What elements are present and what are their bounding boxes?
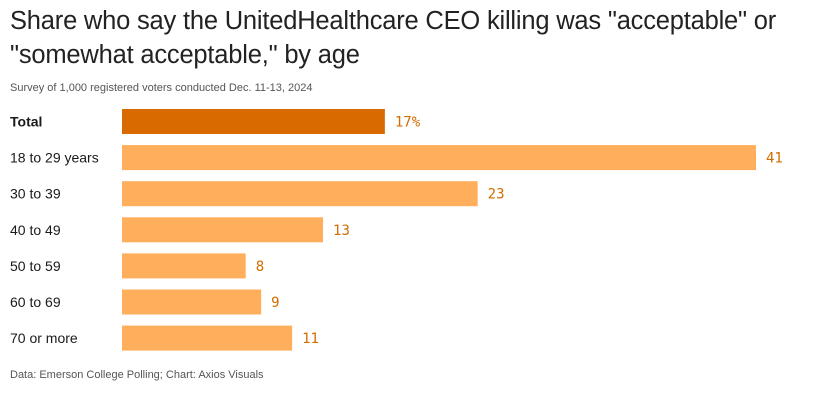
category-label-30-to-39: 30 to 39 xyxy=(10,186,61,202)
bar-70-or-more xyxy=(122,325,293,351)
value-label-70-or-more: 11 xyxy=(302,331,319,347)
category-label-70-or-more: 70 or more xyxy=(10,330,78,346)
value-label-total: 17% xyxy=(395,115,421,131)
value-label-30-to-39: 23 xyxy=(488,187,505,203)
category-label-60-to-69: 60 to 69 xyxy=(10,294,61,310)
bar-40-to-49 xyxy=(122,217,324,243)
chart-subtitle: Survey of 1,000 registered voters conduc… xyxy=(10,82,313,94)
category-label-50-to-59: 50 to 59 xyxy=(10,258,61,274)
bar-30-to-39 xyxy=(122,181,478,207)
bar-50-to-59 xyxy=(122,253,246,279)
value-label-50-to-59: 8 xyxy=(256,259,264,275)
source-note: Data: Emerson College Polling; Chart: Ax… xyxy=(10,369,264,381)
category-label-total: Total xyxy=(10,114,42,130)
value-label-18-to-29-years: 41 xyxy=(766,151,783,167)
bar-18-to-29-years xyxy=(122,145,756,171)
category-label-18-to-29-years: 18 to 29 years xyxy=(10,150,99,166)
category-label-40-to-49: 40 to 49 xyxy=(10,222,61,238)
value-label-40-to-49: 13 xyxy=(333,223,350,239)
value-label-60-to-69: 9 xyxy=(271,295,279,311)
chart-title: Share who say the UnitedHealthcare CEO k… xyxy=(10,7,777,69)
bar-total xyxy=(122,109,385,134)
bar-60-to-69 xyxy=(122,289,262,315)
